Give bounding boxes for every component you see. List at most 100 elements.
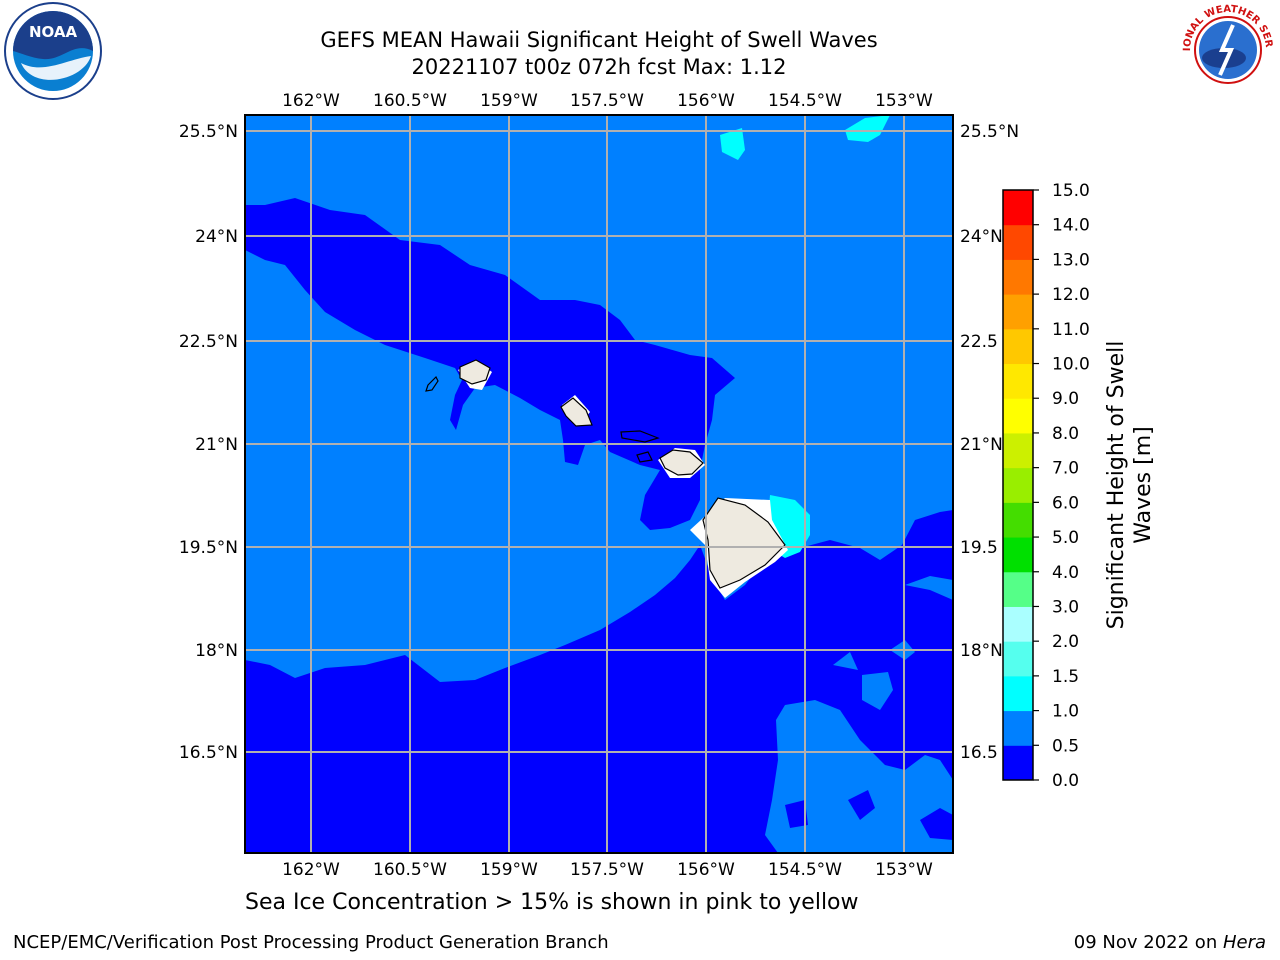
colorbar-frame xyxy=(1002,189,1034,781)
lat-labels-left: 25.5°N 24°N 22.5°N 21°N 19.5°N 18°N 16.5… xyxy=(179,122,238,763)
lon-label: 153°W xyxy=(875,860,933,880)
colorbar-label-line2: Waves [m] xyxy=(1131,426,1156,543)
lon-label: 159°W xyxy=(480,860,538,880)
lat-label: 24°N xyxy=(960,227,1003,247)
colorbar-tick-label: 0.0 xyxy=(1052,771,1079,791)
colorbar-segment xyxy=(1003,432,1033,469)
swell-0.5-1.0-small-patch-b xyxy=(833,652,858,670)
graticule xyxy=(245,115,953,853)
lat-label: 25.5°N xyxy=(960,122,1019,142)
island-molokai xyxy=(620,430,660,443)
colorbar-segment xyxy=(1003,641,1033,677)
colorbar-segment xyxy=(1003,467,1033,503)
lon-labels-top: 162°W 160.5°W 159°W 157.5°W 156°W 154.5°… xyxy=(282,91,933,111)
colorbar-tick-label: 8.0 xyxy=(1052,424,1079,444)
noaa-logo: NOAA xyxy=(4,2,102,100)
swell-0.0-0.5-inner-b xyxy=(920,808,953,840)
colorbar-segment xyxy=(1003,502,1033,538)
lat-labels-right: 25.5°N 24°N 22.5 21°N 19.5 18°N 16.5 xyxy=(960,122,1019,763)
swell-0.5-1.0-small-patch-a xyxy=(862,672,893,710)
lat-label: 18°N xyxy=(195,641,238,661)
colorbar-tick-label: 6.0 xyxy=(1052,493,1079,513)
noaa-logo-text: NOAA xyxy=(29,23,78,41)
colorbar-segment xyxy=(1003,710,1033,746)
lat-label: 16.5°N xyxy=(179,743,238,763)
colorbar-tick-label: 7.0 xyxy=(1052,459,1079,479)
colorbar-segment xyxy=(1003,745,1033,781)
lat-label: 16.5 xyxy=(960,743,998,763)
swell-0.0-0.5-south-region xyxy=(245,510,953,853)
colorbar-tick-label: 12.0 xyxy=(1052,285,1090,305)
lon-label: 162°W xyxy=(282,860,340,880)
colorbar-segment xyxy=(1003,328,1033,365)
colorbar-segment xyxy=(1003,571,1033,607)
lon-labels-bottom: 162°W 160.5°W 159°W 157.5°W 156°W 154.5°… xyxy=(282,860,933,880)
colorbar-label-line1: Significant Height of Swell xyxy=(1104,341,1129,630)
island-bigisland xyxy=(702,497,786,589)
colorbar-segment xyxy=(1003,259,1033,295)
island-kauai xyxy=(459,359,491,385)
colorbar-tick-label: 10.0 xyxy=(1052,355,1090,375)
island-maui xyxy=(659,449,704,476)
lon-label: 154.5°W xyxy=(768,91,842,111)
lat-label: 25.5°N xyxy=(179,122,238,142)
island-niihau xyxy=(425,375,439,392)
map-area xyxy=(245,115,953,853)
island-oahu xyxy=(560,397,593,427)
credit-date-text: 09 Nov 2022 on xyxy=(1073,932,1223,953)
credit-branch: NCEP/EMC/Verification Post Processing Pr… xyxy=(13,932,609,953)
lat-label: 24°N xyxy=(195,227,238,247)
swell-0.0-0.5-inner-a xyxy=(848,790,875,820)
colorbar-tick-label: 3.0 xyxy=(1052,597,1079,617)
colorbar-segment xyxy=(1003,190,1033,226)
lat-label: 22.5°N xyxy=(179,332,238,352)
lon-label: 154.5°W xyxy=(768,860,842,880)
colorbar: 0.0 0.5 1.0 1.5 2.0 3.0 4.0 5.0 6.0 7.0 8.0 9.0 10.0… xyxy=(1002,181,1090,791)
colorbar-segment xyxy=(1003,537,1033,573)
colorbar-segment xyxy=(1003,606,1033,642)
lon-label: 160.5°W xyxy=(373,91,447,111)
credit-host: Hera xyxy=(1222,932,1266,953)
swell-0.0-0.5-inner-c xyxy=(785,800,808,828)
colorbar-tick-label: 1.5 xyxy=(1052,667,1079,687)
lat-label: 22.5 xyxy=(960,332,998,352)
colorbar-segment xyxy=(1003,398,1033,434)
lon-label: 160.5°W xyxy=(373,860,447,880)
map-title: GEFS MEAN Hawaii Significant Height of S… xyxy=(320,28,878,52)
lat-label: 18°N xyxy=(960,641,1003,661)
colorbar-segment xyxy=(1003,294,1033,330)
map-subtitle: 20221107 t00z 072h fcst Max: 1.12 xyxy=(411,55,787,79)
lon-label: 156°W xyxy=(677,91,735,111)
colorbar-segment xyxy=(1003,224,1033,260)
swell-0.0-0.5-north-band xyxy=(245,198,735,530)
lon-label: 156°W xyxy=(677,860,735,880)
swell-1.0-1.5-north-patch xyxy=(720,128,745,160)
colorbar-tick-label: 15.0 xyxy=(1052,181,1090,201)
colorbar-tick-label: 11.0 xyxy=(1052,320,1090,340)
island-lanai xyxy=(636,451,653,463)
nws-logo: NATIONAL WEATHER SERVICE xyxy=(1178,0,1275,97)
swell-0.5-1.0-east-patch xyxy=(905,576,953,600)
credit-date: 09 Nov 2022 on Hera xyxy=(1074,932,1266,953)
colorbar-tick-label: 4.0 xyxy=(1052,563,1079,583)
colorbar-tick-label: 14.0 xyxy=(1052,216,1090,236)
colorbar-segment xyxy=(1003,363,1033,399)
lon-label: 157.5°W xyxy=(570,860,644,880)
lon-label: 162°W xyxy=(282,91,340,111)
map-frame xyxy=(244,114,954,854)
colorbar-tick-label: 2.0 xyxy=(1052,632,1079,652)
sea-ice-caption: Sea Ice Concentration > 15% is shown in … xyxy=(245,890,859,915)
swell-0.5-1.0-southeast-patch xyxy=(765,700,953,853)
lon-label: 153°W xyxy=(875,91,933,111)
lon-label: 157.5°W xyxy=(570,91,644,111)
colorbar-tick-label: 5.0 xyxy=(1052,528,1079,548)
lat-label: 21°N xyxy=(960,435,1003,455)
colorbar-tick-label: 1.0 xyxy=(1052,702,1079,722)
lat-label: 21°N xyxy=(195,435,238,455)
colorbar-tick-label: 13.0 xyxy=(1052,250,1090,270)
lat-label: 19.5 xyxy=(960,538,998,558)
colorbar-tick-label: 0.5 xyxy=(1052,736,1079,756)
lon-label: 159°W xyxy=(480,91,538,111)
colorbar-segment xyxy=(1003,675,1033,712)
